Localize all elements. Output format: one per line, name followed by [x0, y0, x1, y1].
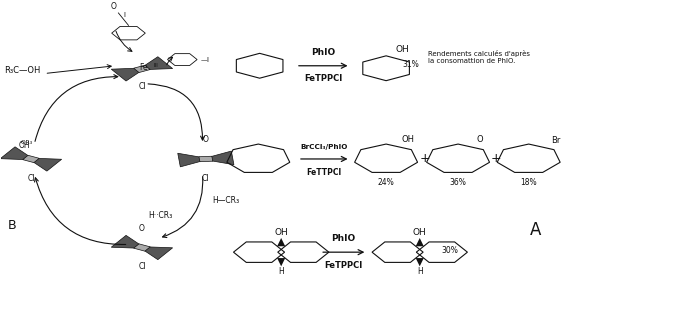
Text: Br: Br: [551, 136, 561, 145]
Polygon shape: [277, 238, 285, 246]
Text: OH: OH: [401, 135, 414, 144]
Text: III: III: [154, 63, 158, 68]
Text: Cl: Cl: [138, 262, 146, 271]
Text: 24%: 24%: [377, 178, 394, 186]
Text: PhIO: PhIO: [311, 48, 335, 57]
Text: O: O: [111, 3, 117, 11]
Text: OH: OH: [413, 228, 427, 238]
Text: +: +: [419, 152, 430, 165]
Polygon shape: [145, 247, 173, 260]
Polygon shape: [23, 155, 39, 163]
Text: 31%: 31%: [402, 60, 419, 69]
Text: Cl: Cl: [202, 174, 210, 183]
Text: O: O: [139, 224, 145, 233]
Text: FeTPPCl: FeTPPCl: [325, 261, 363, 270]
Text: 18%: 18%: [520, 178, 537, 186]
Polygon shape: [277, 258, 285, 266]
Polygon shape: [199, 156, 213, 162]
Text: I: I: [123, 12, 125, 18]
Text: A: A: [530, 221, 541, 239]
Text: OH: OH: [396, 45, 409, 54]
Text: —I: —I: [201, 57, 210, 63]
Text: H: H: [417, 267, 423, 276]
Text: H—CR₃: H—CR₃: [212, 196, 240, 205]
Text: FeTTPCl: FeTTPCl: [307, 168, 342, 177]
Polygon shape: [34, 158, 61, 171]
Polygon shape: [416, 238, 424, 246]
Text: Fe: Fe: [139, 63, 148, 72]
Text: 30%: 30%: [441, 246, 458, 255]
Text: OH: OH: [18, 141, 30, 150]
Polygon shape: [111, 235, 140, 248]
Polygon shape: [0, 147, 28, 159]
Text: FeTPPCl: FeTPPCl: [304, 74, 342, 83]
Text: ·CR₃: ·CR₃: [19, 140, 32, 145]
Polygon shape: [133, 244, 150, 251]
Text: OH: OH: [274, 228, 288, 238]
Text: PhIO: PhIO: [332, 234, 356, 243]
Polygon shape: [111, 68, 140, 81]
Text: R₃C—OH: R₃C—OH: [4, 66, 40, 75]
Text: Rendements calculés d'après: Rendements calculés d'après: [428, 50, 530, 57]
Text: H: H: [278, 267, 284, 276]
Text: B: B: [7, 219, 16, 232]
Polygon shape: [212, 151, 234, 165]
Text: O: O: [477, 135, 483, 144]
Text: O: O: [203, 135, 209, 144]
Text: BrCCl₃/PhIO: BrCCl₃/PhIO: [301, 144, 348, 150]
Polygon shape: [416, 258, 424, 266]
Text: la consomattion de PhIO.: la consomattion de PhIO.: [428, 58, 515, 64]
Polygon shape: [133, 65, 150, 72]
Polygon shape: [178, 153, 200, 167]
Text: Cl: Cl: [138, 82, 146, 91]
Text: Cl: Cl: [27, 174, 35, 183]
Polygon shape: [145, 57, 173, 69]
Text: +: +: [491, 152, 501, 165]
Text: H··CR₃: H··CR₃: [149, 211, 173, 220]
Text: 36%: 36%: [450, 178, 466, 186]
